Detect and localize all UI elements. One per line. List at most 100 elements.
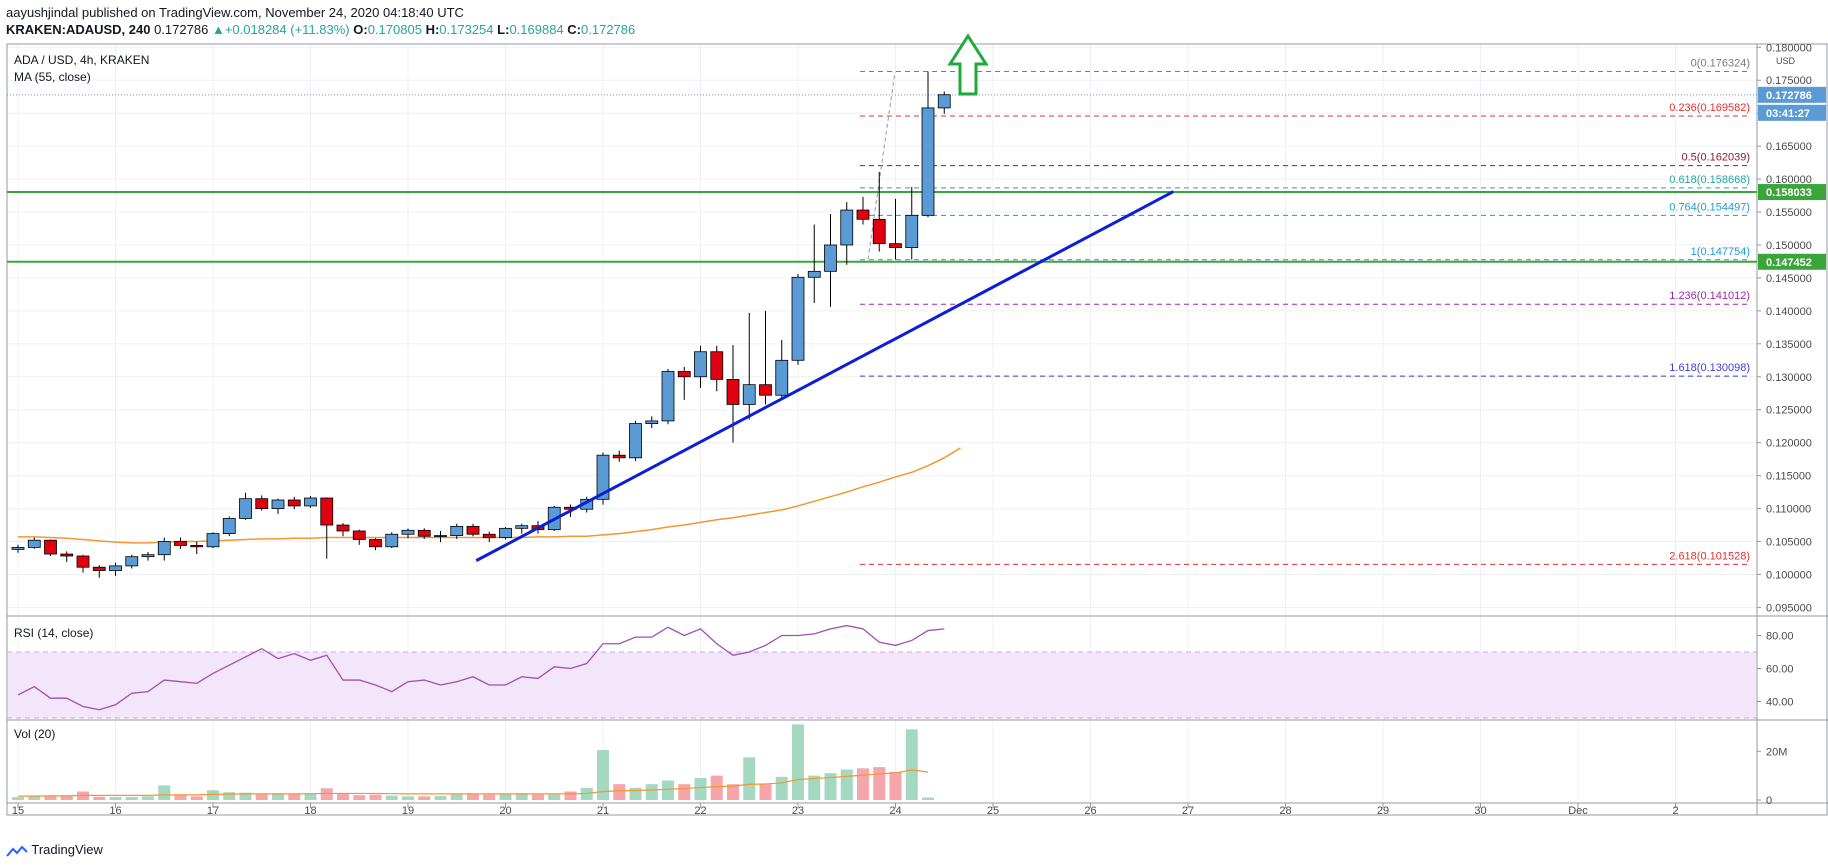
- fib-level-label: 1.618(0.130098): [1669, 362, 1750, 374]
- price-tick-label: 0.120000: [1766, 438, 1812, 450]
- price-tick-label: 0.115000: [1766, 471, 1811, 483]
- candle-body: [840, 209, 854, 246]
- candle-body: [937, 94, 951, 109]
- fib-level-label: 0(0.176324): [1691, 58, 1750, 70]
- price-tick-label: 0.140000: [1766, 306, 1812, 318]
- volume-bar: [158, 785, 171, 800]
- fib-level-label: 0.618(0.158668): [1669, 174, 1750, 186]
- time-tick-label: 30: [1474, 805, 1486, 817]
- candle-body: [174, 541, 187, 546]
- candle-body: [385, 533, 399, 548]
- volume-bar: [337, 793, 349, 800]
- close-value: 0.172786: [581, 22, 636, 37]
- candle-body: [482, 533, 496, 538]
- close-label: C:: [567, 22, 582, 37]
- candle-body: [352, 530, 366, 540]
- candle-body: [889, 243, 902, 249]
- volume-bar: [320, 788, 333, 800]
- candle-body: [694, 351, 707, 378]
- volume-bar: [808, 775, 821, 800]
- volume-tick-label: 0: [1766, 795, 1772, 807]
- candle: [109, 562, 122, 576]
- candle-body: [11, 547, 25, 550]
- candle: [466, 523, 480, 537]
- volume-bar: [857, 768, 869, 800]
- candle-body: [856, 209, 870, 220]
- candle: [775, 339, 789, 398]
- volume-bar: [727, 784, 739, 800]
- time-tick-label: 18: [304, 805, 316, 817]
- candle: [255, 495, 269, 511]
- candle-body: [434, 535, 447, 537]
- candle-body: [466, 525, 480, 535]
- candle: [304, 496, 317, 508]
- candle-body: [661, 371, 675, 422]
- trendline: [475, 33, 1175, 562]
- footer-brand[interactable]: TradingView: [6, 842, 103, 858]
- candle-body: [157, 541, 171, 556]
- candle-body: [125, 556, 139, 567]
- volume-bar: [353, 795, 366, 800]
- candle-body: [450, 525, 464, 536]
- support-badge: [1758, 253, 1826, 270]
- volume-bar: [532, 794, 544, 800]
- candle: [921, 71, 935, 218]
- volume-bar: [743, 757, 756, 800]
- candle-body: [60, 553, 74, 557]
- volume-bar: [304, 793, 317, 800]
- candle-body: [369, 539, 382, 548]
- candle: [401, 528, 415, 539]
- candle: [759, 310, 772, 405]
- candle-body: [417, 529, 431, 537]
- ohlc-line: KRAKEN:ADAUSD, 240 0.172786 ▲+0.018284 (…: [6, 21, 635, 38]
- candle: [856, 196, 870, 225]
- volume-bar: [499, 793, 512, 800]
- candle: [937, 91, 951, 114]
- candle-body: [710, 351, 724, 380]
- candle-body: [726, 379, 740, 405]
- last-price-badge: [1758, 86, 1826, 103]
- candle-body: [336, 524, 350, 532]
- volume-bar: [564, 791, 577, 800]
- candle: [60, 551, 74, 562]
- candle: [726, 345, 740, 443]
- price-tick-label: 0.160000: [1766, 174, 1812, 186]
- candle: [320, 497, 334, 559]
- candle: [889, 198, 902, 260]
- time-tick-label: 19: [402, 805, 414, 817]
- volume-bar: [418, 796, 431, 800]
- candle-body: [824, 244, 837, 272]
- volume-bar: [645, 784, 658, 800]
- volume-bar: [174, 795, 187, 800]
- candle-body: [271, 499, 285, 509]
- candle: [239, 492, 252, 520]
- volume-bar: [775, 776, 788, 800]
- time-tick-label: 17: [207, 805, 219, 817]
- volume-bar: [759, 784, 772, 800]
- candle-body: [304, 497, 317, 507]
- volume-bar: [255, 793, 268, 800]
- candle: [369, 538, 382, 551]
- price-change: +0.018284 (+11.83%): [224, 22, 350, 37]
- time-tick-label: 21: [597, 805, 609, 817]
- candle: [206, 532, 220, 549]
- candle: [596, 452, 610, 505]
- price-tick-label: 0.110000: [1766, 504, 1811, 516]
- fib-level-label: 1(0.147754): [1691, 246, 1750, 258]
- candle: [27, 537, 41, 549]
- support-badge: [1758, 184, 1826, 201]
- candle-body: [44, 539, 57, 555]
- support-badge-label: 0.158033: [1766, 187, 1812, 199]
- price-tick-label: 0.095000: [1766, 602, 1812, 614]
- rsi-tick-label: 60.00: [1766, 664, 1794, 676]
- time-tick-label: 20: [499, 805, 511, 817]
- rsi-band: [8, 652, 1756, 718]
- fibonacci-retracement: 0(0.176324) 0.236(0.169582) 0.5(0.162039) 0…: [7, 58, 1757, 565]
- chart-frame: [6, 43, 1828, 816]
- volume-bar: [109, 797, 122, 800]
- chart-header: aayushjindal published on TradingView.co…: [6, 4, 635, 38]
- bullish-trendline: [475, 190, 1175, 562]
- volume-legend: Vol (20): [14, 727, 55, 741]
- support-badge-label: 0.147452: [1766, 257, 1812, 269]
